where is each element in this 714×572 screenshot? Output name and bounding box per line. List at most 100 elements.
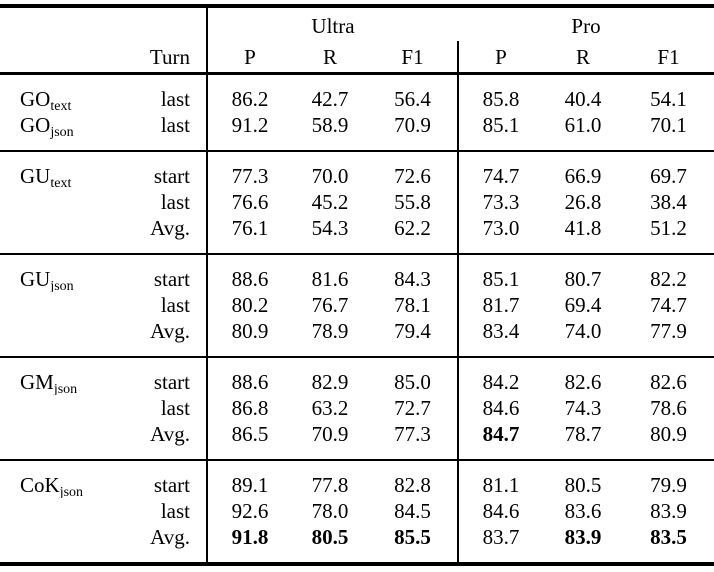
table-row: GUtext start 77.3 70.0 72.6 74.7 66.9 69.7 (0, 151, 714, 189)
method-subscript: json (50, 125, 74, 140)
method-subscript: json (50, 279, 74, 293)
table-row: Avg. 76.1 54.3 62.2 73.0 41.8 51.2 (0, 215, 714, 254)
metric-value: 73.3 (482, 190, 520, 214)
metric-header-pro-r: R (575, 44, 590, 69)
spacer-cell (0, 41, 135, 74)
metric-value: 82.6 (650, 370, 687, 394)
results-table: Ultra Pro Turn P R F1 P R F1 GOtext last 8… (0, 4, 714, 566)
metric-value: 85.5 (368, 524, 459, 564)
table-block: CoKjson start 89.1 77.8 82.8 81.1 80.5 79.9 last… (0, 460, 714, 564)
metric-value: 76.6 (231, 190, 269, 214)
metric-value: 54.3 (311, 216, 349, 240)
metric-value: 74.7 (482, 164, 520, 188)
metric-value: 85.1 (482, 113, 520, 137)
method-label (0, 421, 135, 460)
table-row: GOtext last 86.2 42.7 56.4 85.8 40.4 54.1 (0, 73, 714, 113)
metric-value: 26.8 (564, 190, 602, 214)
turn-label: Avg. (135, 318, 208, 357)
metric-value: 80.5 (311, 525, 349, 549)
turn-label: start (135, 357, 208, 395)
metric-value: 77.9 (650, 319, 687, 343)
metric-header-row: Turn P R F1 P R F1 (0, 41, 714, 74)
method-subscript: json (53, 382, 78, 396)
metric-value: 85.1 (482, 267, 520, 291)
method-label (0, 215, 135, 254)
method-label (0, 318, 135, 357)
metric-value: 80.9 (650, 422, 687, 446)
metric-value: 88.6 (231, 267, 269, 291)
table-block: GMjson start 88.6 82.9 85.0 84.2 82.6 82.6 last 8… (0, 357, 714, 460)
metric-value: 42.7 (311, 87, 349, 111)
table-block: GUjson start 88.6 81.6 84.3 85.1 80.7 82.2 last 8… (0, 254, 714, 357)
table-row: GMjson start 88.6 82.9 85.0 84.2 82.6 82.6 (0, 357, 714, 395)
metric-value: 62.2 (368, 215, 459, 254)
metric-value: 63.2 (311, 396, 349, 420)
metric-value: 70.0 (311, 164, 349, 188)
metric-value: 85.0 (368, 357, 459, 395)
method-name: GO (20, 113, 51, 137)
metric-value: 76.1 (231, 216, 269, 240)
metric-value: 73.0 (482, 216, 520, 240)
turn-label: start (135, 460, 208, 498)
turn-label: Avg. (135, 524, 208, 564)
metric-value: 45.2 (311, 190, 349, 214)
turn-label: Avg. (135, 215, 208, 254)
metric-value: 61.0 (564, 113, 602, 137)
method-subscript: json (59, 485, 84, 499)
method-label: CoKjson (0, 460, 135, 498)
metric-value: 79.4 (368, 318, 459, 357)
metric-value: 84.6 (482, 499, 520, 523)
method-label: GOtext (0, 74, 135, 113)
table-row: last 92.6 78.0 84.5 84.6 83.6 83.9 (0, 498, 714, 524)
method-subscript: text (50, 176, 72, 190)
method-label: GUtext (0, 151, 135, 189)
method-label (0, 395, 135, 421)
method-label (0, 189, 135, 215)
metric-value: 92.6 (231, 499, 269, 523)
method-subscript: text (50, 99, 72, 113)
metric-value: 69.4 (564, 293, 602, 317)
metric-value: 91.8 (231, 525, 269, 549)
turn-label: start (135, 254, 208, 292)
metric-value: 76.7 (311, 293, 349, 317)
method-label (0, 524, 135, 564)
turn-label: Avg. (135, 421, 208, 460)
turn-label: start (135, 151, 208, 189)
metric-value: 56.4 (368, 73, 459, 112)
metric-value: 70.9 (368, 112, 459, 151)
metric-value: 74.7 (650, 293, 687, 317)
turn-column-header: Turn (135, 41, 208, 74)
metric-value: 80.7 (564, 267, 602, 291)
metric-value: 84.3 (368, 254, 459, 292)
metric-value: 54.1 (650, 87, 687, 111)
turn-label: last (135, 189, 208, 215)
metric-value: 78.1 (368, 292, 459, 318)
table-row: last 86.8 63.2 72.7 84.6 74.3 78.6 (0, 395, 714, 421)
metric-value: 83.7 (482, 525, 520, 549)
metric-value: 74.0 (564, 319, 602, 343)
metric-value: 79.9 (650, 473, 687, 497)
spacer-cell (0, 6, 135, 41)
metric-header-ultra-p: P (244, 44, 256, 69)
metric-value: 74.3 (564, 396, 602, 420)
method-label: GUjson (0, 254, 135, 292)
metric-value: 78.9 (311, 319, 349, 343)
metric-value: 83.6 (564, 499, 602, 523)
table-row: Avg. 80.9 78.9 79.4 83.4 74.0 77.9 (0, 318, 714, 357)
metric-value: 81.1 (482, 473, 520, 497)
metric-value: 86.5 (231, 422, 269, 446)
table-block: GOtext last 86.2 42.7 56.4 85.8 40.4 54.1 GOjson… (0, 73, 714, 151)
group-header-pro: Pro (571, 14, 601, 38)
metric-value: 55.8 (368, 189, 459, 215)
turn-label: last (135, 292, 208, 318)
method-label: GMjson (0, 357, 135, 395)
method-label: GOjson (0, 112, 135, 151)
group-header-ultra: Ultra (311, 14, 355, 38)
metric-value: 78.6 (650, 396, 687, 420)
method-name: GU (20, 164, 51, 188)
metric-value: 80.2 (231, 293, 269, 317)
method-name: GM (20, 370, 54, 394)
metric-value: 58.9 (311, 113, 349, 137)
metric-value: 81.6 (311, 267, 349, 291)
metric-value: 77.3 (368, 421, 459, 460)
